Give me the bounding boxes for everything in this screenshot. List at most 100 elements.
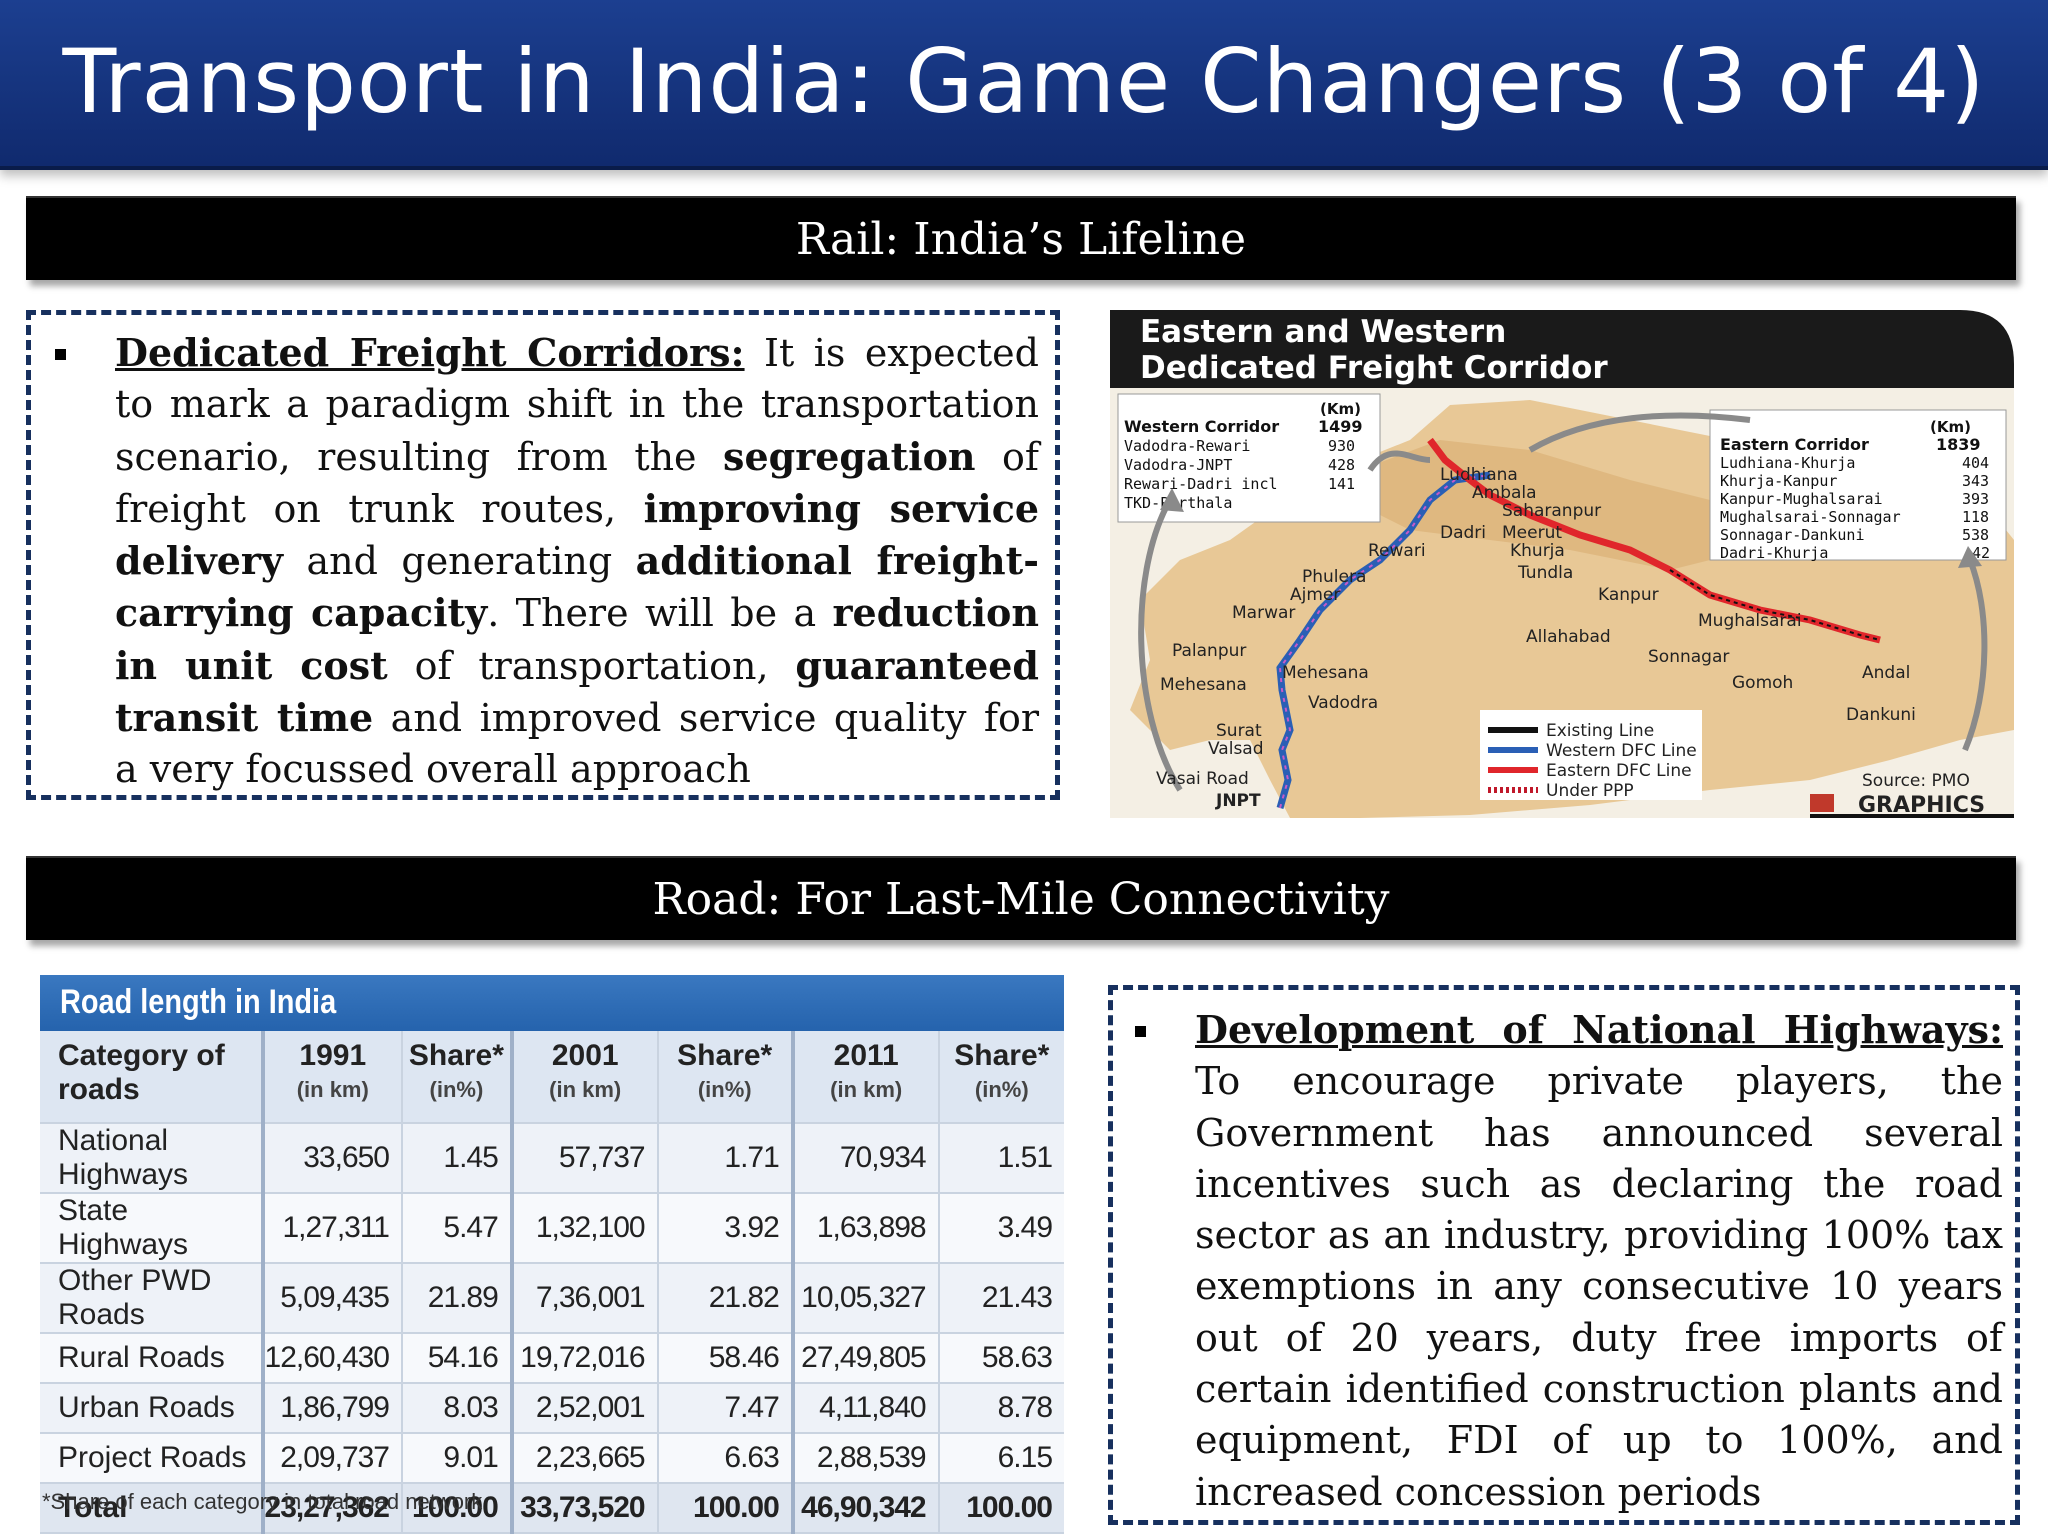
highway-text: To encourage private players, the Govern… [1195,1059,2003,1514]
eastern-unit: (Km) [1930,418,1971,436]
table-cell: 21.89 [402,1263,514,1334]
map-title-line2: Dedicated Freight Corridor [1140,350,1608,386]
north-arrow [1367,450,1431,472]
table-cell: 1,32,100 [511,1193,659,1264]
eastern-row-km: 404 [1962,454,1989,472]
rail-bullet-text: Dedicated Freight Corridors: It is expec… [115,327,1039,796]
table-cell: 46,90,342 [792,1483,940,1534]
eastern-row-name: Khurja-Kanpur [1720,472,1837,490]
eastern-header: Eastern Corridor [1720,435,1869,454]
eastern-arrow-head [1958,546,1982,568]
table-cell: 5.47 [402,1193,514,1264]
city-label: Saharanpur [1502,501,1601,521]
table-cell: 57,737 [511,1123,659,1194]
table-cell: 8.78 [938,1383,1064,1434]
road-length-table-figure: Road length in India Category of roads 1… [40,975,1064,1534]
table-cell: 1.45 [402,1123,514,1194]
city-label: Vadodra [1308,693,1378,713]
table-cell: National Highways [40,1123,265,1194]
eastern-arrow [1962,558,1988,752]
table-row: Other PWD Roads 5,09,435 21.89 7,36,001 … [40,1263,1064,1334]
city-label: Andal [1862,663,1910,683]
column-header: 2011 (in km) [792,1031,940,1124]
rail-text-part: and improved service quality for a very … [115,696,1039,792]
city-label: Sonnagar [1648,647,1729,667]
map-header [1110,310,2014,388]
table-cell: 2,09,737 [262,1433,404,1484]
map-title-line1: Eastern and Western [1140,314,1506,350]
table-total-row: Total 23,27,362 100.00 33,73,520 100.00 … [40,1483,1064,1534]
western-dfc-line [1276,471,1491,809]
highway-heading: Development of National Highways: [1195,1007,2003,1052]
city-label: Ajmer [1290,585,1340,605]
table-cell: 54.16 [402,1333,514,1384]
map-svg: Eastern and Western Dedicated Freight Co… [1110,310,2014,818]
rail-text-bold: improving service delivery [115,485,1040,584]
slide-title: Transport in India: Game Changers (3 of … [62,30,1986,133]
column-header: Share* (in%) [938,1031,1064,1124]
eastern-row-km: 538 [1962,526,1989,544]
western-row-name: Vadodra-Rewari [1124,437,1250,455]
eastern-row-name: Dadri-Khurja [1720,544,1828,562]
eastern-row-name: Sonnagar-Dankuni [1720,526,1865,544]
city-label: Rewari [1368,541,1426,561]
table-row: Urban Roads 1,86,799 8.03 2,52,001 7.47 … [40,1383,1064,1434]
table-cell: 7,36,001 [511,1263,659,1334]
city-label: Palanpur [1172,641,1246,661]
table-cell: 5,09,435 [262,1263,404,1334]
rail-text-part: of freight on trunk routes, [115,434,1039,531]
city-label: Marwar [1232,603,1295,623]
eastern-row-km: 343 [1962,472,1989,490]
eastern-row-km: 393 [1962,490,1989,508]
western-row-km: 930 [1328,437,1355,455]
eastern-corridor-box [1709,409,2007,561]
legend-label: Eastern DFC Line [1546,761,1692,781]
table-cell: Other PWD Roads [40,1263,265,1334]
city-label: Kanpur [1598,585,1659,605]
table-cell: Project Roads [40,1433,265,1484]
rail-text-part: It is expected to mark a paradigm shift … [115,331,1039,479]
table-cell: 27,49,805 [792,1333,940,1384]
city-label: Vasai Road [1156,769,1249,789]
table-cell: 1,86,799 [262,1383,404,1434]
table-cell: 1,63,898 [792,1193,940,1264]
eastern-total: 1839 [1936,435,1981,454]
western-header: Western Corridor [1124,417,1279,436]
table-cell: 100.00 [938,1483,1064,1534]
road-banner-label: Road: For Last-Mile Connectivity [652,874,1390,925]
table-cell: 7.47 [657,1383,795,1434]
road-bullet-text: Development of National Highways: To enc… [1195,1004,2003,1518]
table-cell: 23,27,362 [262,1483,404,1534]
table-cell: 6.15 [938,1433,1064,1484]
eastern-dfc-line [1427,437,1881,644]
road-text-box: Development of National Highways: To enc… [1108,985,2020,1525]
eastern-row-name: Ludhiana-Khurja [1720,454,1855,472]
table-cell: 21.43 [938,1263,1064,1334]
table-cell: 3.92 [657,1193,795,1264]
eastern-row-km: 118 [1962,508,1989,526]
western-arrow-head [1160,488,1184,512]
table-cell: 58.46 [657,1333,795,1384]
city-label: Meerut [1502,523,1562,543]
city-label: Mughalsarai [1698,611,1802,631]
city-label: Tundla [1517,563,1573,583]
city-label: Dankuni [1846,705,1916,725]
table-cell: 1,27,311 [262,1193,404,1264]
table-cell: 12,60,430 [262,1333,404,1384]
map-source: Source: PMO [1862,771,1970,791]
city-label: Surat [1216,721,1262,741]
table-cell: 21.82 [657,1263,795,1334]
rail-text-part: . There will be a [487,591,833,636]
freight-corridor-map: Eastern and Western Dedicated Freight Co… [1110,310,2014,818]
top-arrow [1528,412,1751,453]
column-header: Share* (in%) [657,1031,795,1124]
rail-text-bold: segregation [723,433,976,479]
road-table-title: Road length in India [60,983,337,1021]
table-cell: 4,11,840 [792,1383,940,1434]
table-row: Project Roads 2,09,737 9.01 2,23,665 6.6… [40,1433,1064,1484]
table-cell: 19,72,016 [511,1333,659,1384]
city-label: Phulera [1302,567,1366,587]
legend-label: Existing Line [1546,721,1654,741]
eastern-row-km: 42 [1972,544,1990,562]
table-cell: Urban Roads [40,1383,265,1434]
